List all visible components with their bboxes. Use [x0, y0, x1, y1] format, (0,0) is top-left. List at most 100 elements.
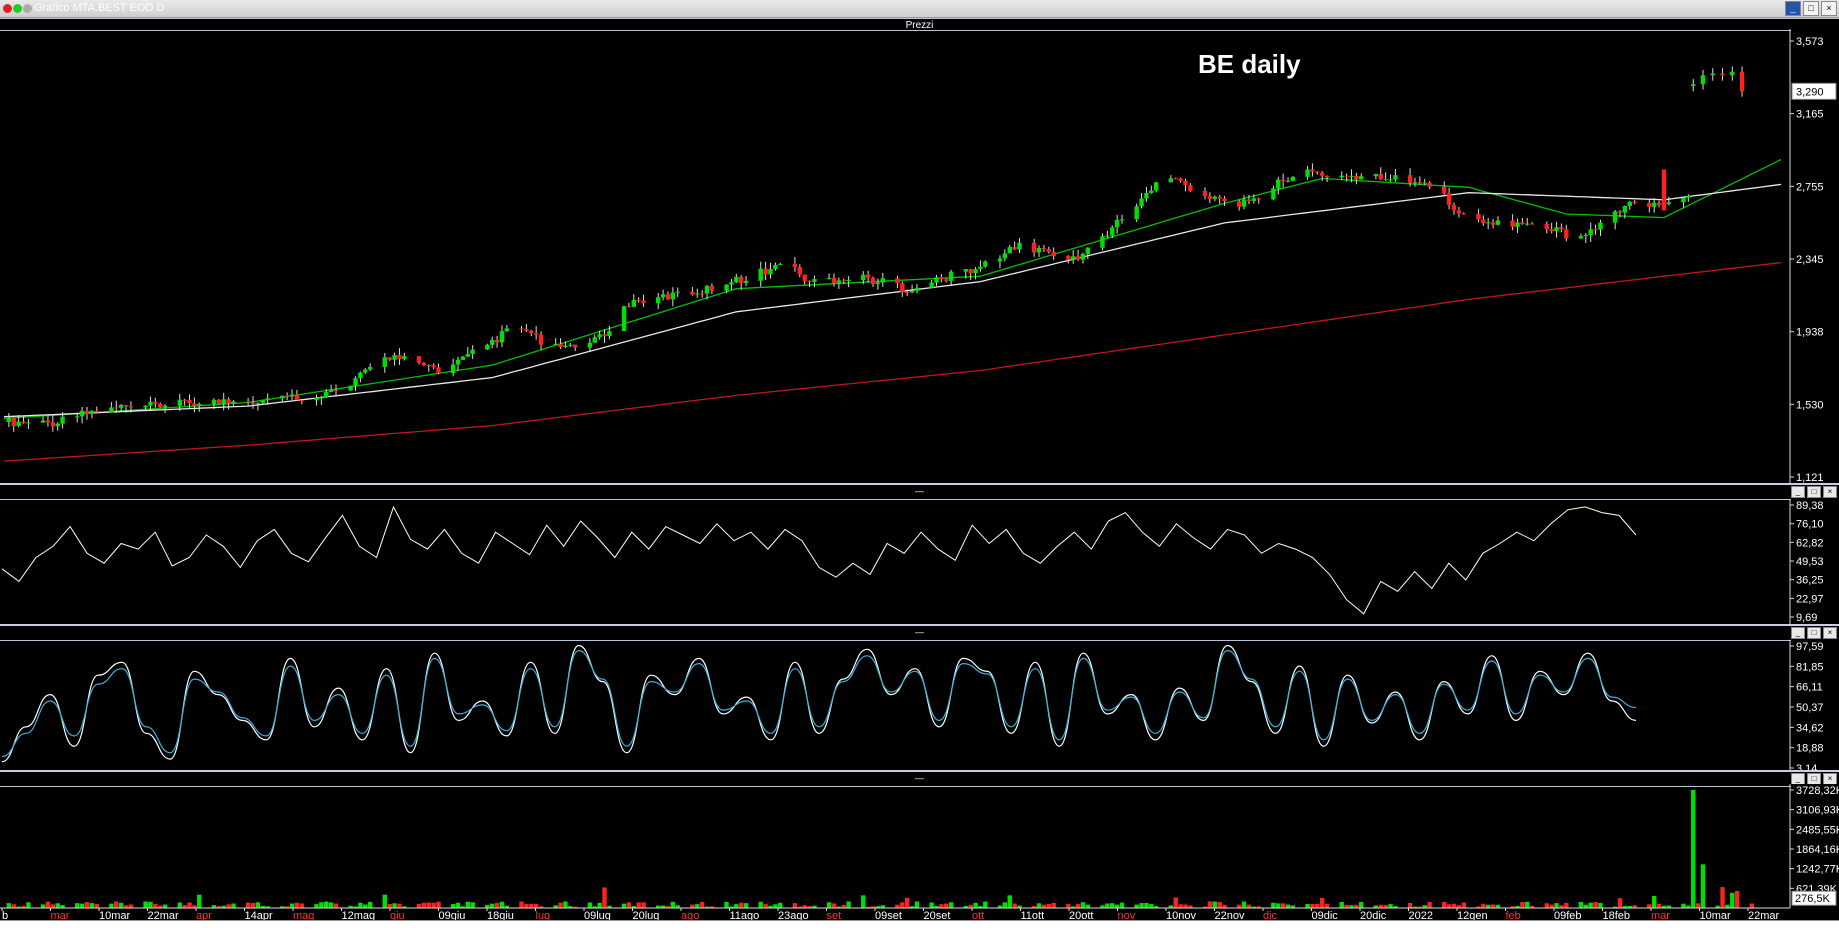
- volume-bar: [587, 902, 593, 908]
- candle: [831, 277, 837, 284]
- volume-bar: [1525, 901, 1530, 908]
- minimize-button[interactable]: _: [1785, 1, 1801, 16]
- candle: [1442, 186, 1447, 194]
- candle: [778, 263, 783, 265]
- candle: [1681, 197, 1686, 203]
- stoch-maximize-button[interactable]: □: [1807, 627, 1821, 639]
- panel-separator[interactable]: —: [915, 773, 924, 783]
- x-tick-label: ago: [681, 910, 699, 920]
- candle: [914, 287, 920, 291]
- volume-bar: [1583, 904, 1589, 908]
- volume-bar: [1324, 903, 1330, 908]
- volume-bar: [641, 902, 646, 908]
- candle: [421, 362, 427, 366]
- candle: [1422, 182, 1427, 184]
- candle: [363, 369, 368, 373]
- maximize-button[interactable]: □: [1803, 1, 1819, 16]
- candle: [348, 385, 353, 391]
- close-button[interactable]: ×: [1821, 1, 1837, 16]
- close-dot-icon[interactable]: [3, 4, 12, 13]
- candle: [1007, 247, 1012, 254]
- volume-bar: [60, 904, 65, 908]
- volume-bar: [1046, 903, 1051, 908]
- volume-bar: [367, 901, 373, 908]
- y-tick-label: 3,573: [1796, 36, 1824, 48]
- candle: [597, 334, 602, 338]
- y-tick-label: 9,69: [1796, 612, 1817, 624]
- candle: [948, 271, 954, 281]
- volume-bar: [1407, 903, 1413, 908]
- volume-bar: [1417, 906, 1423, 908]
- volume-bar: [1627, 905, 1632, 908]
- candle: [802, 274, 807, 281]
- candle: [690, 291, 695, 295]
- candle: [333, 389, 339, 391]
- moving-average-3: [3, 261, 1782, 462]
- y-tick-label: 18,88: [1796, 743, 1824, 755]
- volume-bar: [84, 902, 90, 908]
- rsi-minimize-button[interactable]: _: [1791, 486, 1805, 498]
- candle: [1202, 191, 1208, 197]
- candle: [1544, 224, 1549, 230]
- volume-bar: [807, 905, 812, 908]
- candle: [1476, 213, 1481, 220]
- candle: [1075, 256, 1081, 260]
- y-tick-label: 97,59: [1796, 641, 1824, 653]
- last-price-tag: [1791, 82, 1837, 100]
- candle: [358, 372, 363, 379]
- rsi-chart[interactable]: 89,38 76,10 62,82 49,53 36,25 22,97 9,69: [0, 499, 1839, 624]
- volume-bar: [1686, 905, 1691, 908]
- stoch-minimize-button[interactable]: _: [1791, 627, 1805, 639]
- candle: [504, 328, 510, 332]
- volume-bar: [563, 901, 568, 908]
- candle: [792, 263, 798, 268]
- window-title-bar: Grafico MTA.BEST EOD D _ □ ×: [0, 0, 1839, 18]
- volume-bar: [1178, 904, 1183, 908]
- candle: [79, 410, 85, 417]
- volume-bar: [1598, 903, 1603, 908]
- volume-bar: [1002, 902, 1008, 908]
- candle: [1730, 71, 1735, 76]
- rsi-maximize-button[interactable]: □: [1807, 486, 1821, 498]
- candle: [1344, 175, 1349, 177]
- candle: [641, 300, 646, 304]
- candle: [1651, 202, 1657, 207]
- x-tick-label: 09giu: [439, 910, 466, 920]
- volume-bar: [846, 901, 851, 908]
- candle: [1359, 176, 1364, 180]
- volume-bar: [123, 905, 129, 908]
- candle: [978, 266, 983, 270]
- price-chart[interactable]: 3,573 3,165 2,755 2,345 1,938 1,530 1,121 3,290…: [0, 29, 1839, 483]
- candle: [45, 420, 51, 423]
- panel-separator[interactable]: —: [915, 627, 924, 637]
- volume-bar: [524, 904, 529, 908]
- y-axis-area: [1791, 29, 1839, 483]
- candle: [1559, 227, 1564, 230]
- candle: [880, 278, 885, 283]
- volume-bar: [944, 903, 949, 908]
- candle: [94, 410, 99, 413]
- stoch-close-button[interactable]: ×: [1823, 627, 1837, 639]
- volume-bar: [11, 904, 16, 908]
- volume-bar: [153, 903, 158, 908]
- min-dot-icon[interactable]: [23, 4, 32, 13]
- candle: [187, 400, 192, 404]
- volume-bar: [128, 904, 134, 908]
- rsi-close-button[interactable]: ×: [1823, 486, 1837, 498]
- candle: [739, 276, 744, 284]
- candle: [192, 403, 197, 406]
- candle: [158, 403, 163, 408]
- candle: [1598, 222, 1603, 230]
- candle: [460, 356, 466, 360]
- volume-bar: [1100, 905, 1105, 908]
- volume-bar: [1446, 904, 1452, 908]
- volume-bar: [1632, 905, 1637, 908]
- volume-bar: [1007, 895, 1012, 908]
- volume-chart[interactable]: 3728,32K 3106,93K 2485,55K 1864,16K 1242,77K…: [0, 784, 1839, 920]
- candle: [1051, 251, 1056, 257]
- candle: [1310, 169, 1315, 172]
- panel-separator[interactable]: —: [915, 486, 924, 496]
- candle: [558, 343, 563, 348]
- volume-bar: [983, 901, 988, 908]
